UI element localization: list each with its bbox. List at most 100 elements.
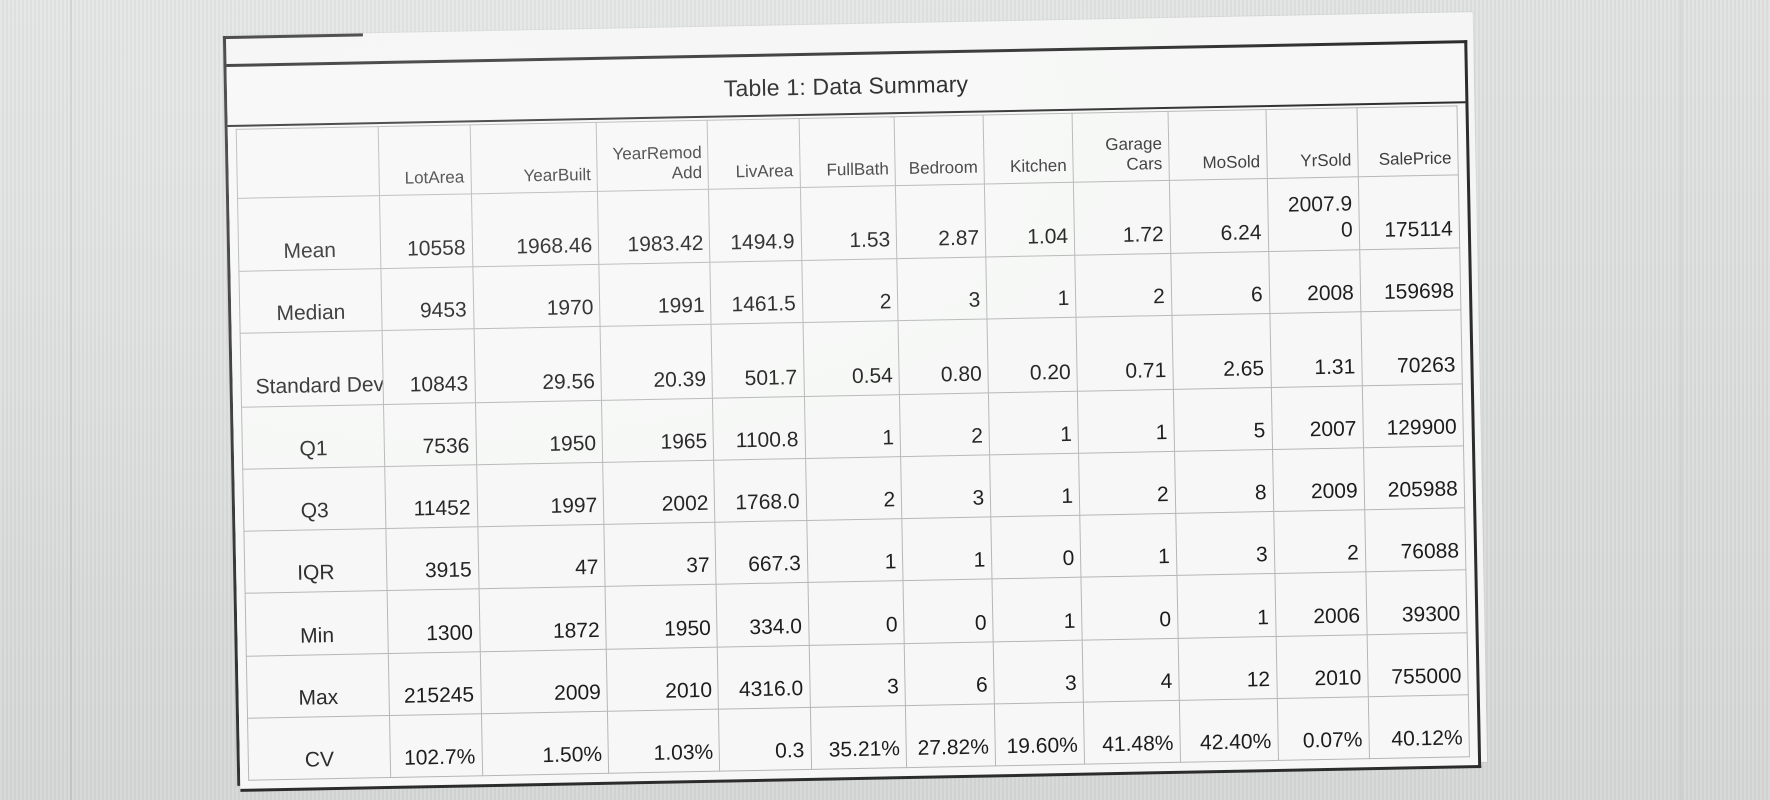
row-label: CV [247, 715, 392, 781]
table-cell: 6 [904, 641, 995, 706]
table-cell: 19.60% [994, 701, 1085, 766]
table-cell: 0.54 [802, 321, 900, 397]
table-cell: 2007.9 0 [1266, 176, 1360, 252]
table-cell: 205988 [1363, 445, 1465, 510]
table-cell: 1100.8 [712, 396, 806, 461]
table-cell: 2006 [1274, 572, 1367, 636]
table-cell: 2 [805, 456, 903, 521]
table-cell: 501.7 [711, 322, 805, 399]
table-cell: 1 [902, 517, 993, 581]
table-cell: 10843 [382, 329, 475, 405]
table-cell: 42.40% [1179, 698, 1279, 763]
table-cell: 2 [899, 392, 990, 457]
row-label: Q3 [242, 466, 387, 532]
table-cell: 1.31 [1269, 312, 1363, 388]
table-cell: 27.82% [905, 703, 996, 768]
table-cell: 20.39 [600, 324, 713, 401]
table-cell: 159698 [1359, 248, 1461, 313]
table-cell: 1300 [387, 589, 480, 654]
table-cell: 3 [900, 454, 991, 519]
row-label: Min [245, 590, 389, 656]
header-cell-livarea: LivArea [707, 118, 801, 190]
table-cell: 6 [1170, 251, 1270, 316]
data-summary-table: LotArea YearBuilt YearRemod Add LivArea … [236, 105, 1470, 781]
screen-edge-left [70, 0, 72, 800]
table-cell: 39300 [1365, 570, 1468, 635]
header-cell-kitchen: Kitchen [983, 113, 1074, 184]
table-cell: 1461.5 [710, 260, 803, 325]
header-cell-saleprice: SalePrice [1356, 105, 1459, 177]
table-cell: 10558 [379, 193, 473, 269]
table-cell: 0 [1081, 575, 1178, 640]
header-cell-fullbath: FullBath [798, 116, 896, 188]
table-cell: 1494.9 [708, 187, 802, 263]
table-cell: 2010 [606, 646, 719, 712]
table-cell: 1768.0 [714, 458, 807, 523]
table-cell: 0.80 [898, 319, 989, 395]
table-cell: 3 [993, 639, 1084, 704]
row-label: Standard Deviation [240, 331, 384, 408]
table-cell: 7536 [383, 402, 477, 467]
table-cell: 2008 [1268, 250, 1361, 315]
table-cell: 0.3 [718, 707, 812, 772]
table-cell: 0 [807, 580, 905, 645]
row-label: IQR [243, 528, 388, 594]
table-cell: 3 [808, 643, 906, 708]
row-label: Q1 [241, 404, 386, 470]
table-cell: 1.53 [800, 185, 898, 261]
table-cell: 40.12% [1368, 694, 1470, 759]
table-cell: 1968.46 [470, 191, 600, 268]
table-cell: 3915 [386, 526, 479, 591]
row-label: Mean [237, 195, 382, 272]
header-cell-bedroom: Bedroom [894, 114, 985, 186]
table-cell: 0.20 [987, 317, 1078, 393]
table-body: Mean 10558 1968.46 1983.42 1494.9 1.53 2.87 1.0… [237, 174, 1470, 781]
table-cell: 215245 [388, 651, 481, 716]
table-cell: 1 [992, 577, 1083, 642]
table-cell: 5 [1173, 387, 1273, 452]
table-cell: 4 [1082, 637, 1180, 702]
table-cell: 1.03% [607, 708, 721, 774]
table-cell: 102.7% [389, 713, 483, 778]
header-cell-mosold: MoSold [1167, 109, 1267, 181]
screen-edge-right [1680, 0, 1682, 800]
table-cell: 0.71 [1076, 315, 1174, 392]
table-cell: 12 [1177, 635, 1277, 701]
table-cell: 129900 [1362, 383, 1464, 448]
table-cell: 2 [1074, 253, 1172, 318]
table-cell: 1965 [601, 398, 715, 463]
table-cell: 3 [1175, 511, 1275, 576]
header-cell-yearremodadd: YearRemod Add [596, 120, 709, 192]
table-cell: 2010 [1275, 634, 1369, 699]
table-cell: 37 [604, 522, 717, 587]
table-cell: 2 [1273, 509, 1366, 574]
table-cell: 11452 [385, 464, 478, 529]
table-cell: 1 [989, 453, 1080, 518]
table-cell: 1872 [478, 586, 607, 652]
table-cell: 47 [477, 524, 606, 590]
table-cell: 29.56 [473, 326, 602, 403]
table-cell: 1983.42 [597, 189, 711, 265]
table-cell: 1 [986, 255, 1077, 320]
table-cell: 1 [1079, 513, 1177, 578]
table-cell: 1970 [472, 264, 601, 330]
table-cell: 1991 [599, 262, 712, 327]
table-cell: 334.0 [716, 582, 809, 647]
table-cell: 2002 [602, 460, 716, 525]
table-cell: 667.3 [715, 520, 808, 585]
table-cell: 2.87 [895, 183, 987, 259]
table-cell: 0 [990, 515, 1082, 580]
table-cell: 1950 [605, 584, 718, 649]
table-cell: 76088 [1364, 507, 1466, 573]
table-cell: 1.04 [984, 182, 1075, 258]
header-cell-lotarea: LotArea [378, 124, 471, 196]
document-page: Table 1: Data Summary LotArea [222, 12, 1488, 792]
table-cell: 2 [1078, 451, 1176, 516]
table-cell: 2.65 [1171, 314, 1271, 390]
table-cell: 1 [806, 518, 904, 583]
row-label: Median [238, 268, 383, 334]
table-cell: 3 [897, 257, 988, 322]
table-cell: 1 [1176, 573, 1276, 638]
table-cell: 2009 [1272, 447, 1365, 512]
table-cell: 1 [988, 391, 1079, 455]
